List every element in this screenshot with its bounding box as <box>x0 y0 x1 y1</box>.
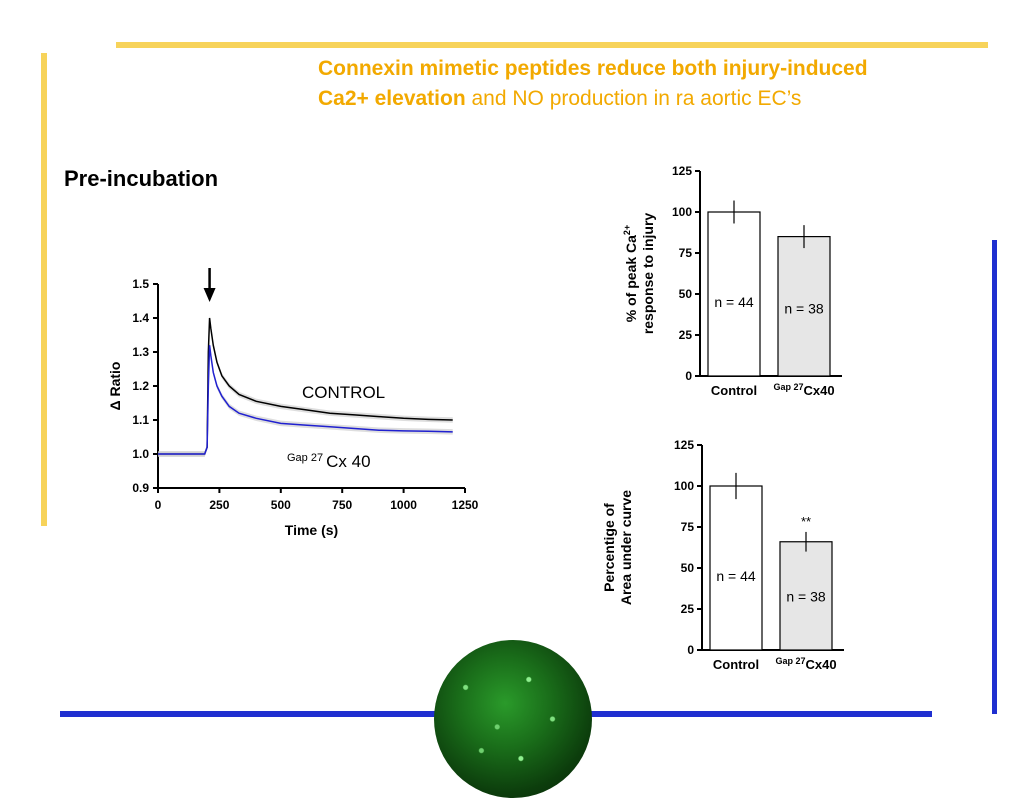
right-blue-bar <box>992 240 997 714</box>
bar-chart-2-x-label-0: Control <box>713 657 759 672</box>
bar-chart-2-y-label-1: Percentige of <box>601 503 617 592</box>
arrow-head <box>203 288 216 302</box>
bar-chart-2-x-label-sup: Gap 27 <box>775 656 805 666</box>
x-tick-label: 1250 <box>452 498 479 512</box>
bar-chart-2-y-tick-label: 75 <box>681 520 695 534</box>
bar-chart-1-x-label-0: Control <box>711 383 757 398</box>
x-tick-label: 250 <box>209 498 229 512</box>
subtitle: Pre-incubation <box>64 166 219 191</box>
series-band <box>158 342 453 457</box>
legend-gap27-sup: Gap 27 <box>287 452 326 464</box>
y-tick-label: 1.2 <box>132 379 149 393</box>
bar-chart-2-n-label-1: n = 38 <box>786 588 826 604</box>
x-tick-label: 0 <box>155 498 162 512</box>
bar-chart-1-y-tick-label: 125 <box>672 164 692 178</box>
bar-chart-1-y-tick-label: 25 <box>679 328 693 342</box>
bar-chart-2-x-label-1: Gap 27Cx40 <box>775 656 836 672</box>
left-yellow-bar <box>41 53 47 526</box>
slide-title: Connexin mimetic peptides reduce both in… <box>318 54 1008 114</box>
bar-chart-1-y-label-sup: 2+ <box>622 225 632 235</box>
legend-gap27: Gap 27 Cx 40 <box>287 452 371 471</box>
title-rest: and NO production in ra aortic EC’s <box>465 87 802 110</box>
bar-chart-2-x-label-main: Cx40 <box>805 657 836 672</box>
bar-chart-2-bar-1 <box>779 541 833 651</box>
bar-chart-2-y-tick-label: 0 <box>687 643 694 657</box>
y-tick-label: 1.4 <box>132 311 149 325</box>
y-tick-label: 1.3 <box>132 345 149 359</box>
y-tick-label: 1.5 <box>132 277 149 291</box>
series-line-1 <box>158 345 453 455</box>
bar-chart-2-y-tick-label: 100 <box>674 479 694 493</box>
bar-chart-2-y-tick-label: 25 <box>681 602 695 616</box>
bar-chart-1-n-label-1: n = 38 <box>784 300 824 316</box>
legend-control: CONTROL <box>302 383 385 402</box>
bar-chart-1-y-tick-label: 0 <box>685 369 692 383</box>
title-bold-ca: Ca2+ elevation <box>318 87 466 110</box>
bar-chart-1-y-label-2: response to injury <box>640 213 656 335</box>
y-tick-label: 0.9 <box>132 481 149 495</box>
bar-chart-1-x-label-main: Cx40 <box>803 383 834 398</box>
bar-chart-2-y-label-2: Area under curve <box>618 490 634 605</box>
bar-chart-1-bar-0 <box>707 211 761 377</box>
bar-chart-2-n-label-0: n = 44 <box>716 568 756 584</box>
bar-chart-1-bar-1 <box>777 236 831 377</box>
x-tick-label: 500 <box>271 498 291 512</box>
legend-gap27-main: Cx 40 <box>326 452 370 471</box>
line-chart: 0.91.01.11.21.31.41.50 250 500 750 1000 1250T… <box>107 164 844 672</box>
y-axis-label: Δ Ratio <box>107 362 123 411</box>
bar-chart-1-n-label-0: n = 44 <box>714 294 754 310</box>
bar-chart-2-significance: ** <box>801 514 811 529</box>
bar-chart-1-y-tick-label: 75 <box>679 246 693 260</box>
bar-chart-2-y-tick-label: 125 <box>674 438 694 452</box>
y-tick-label: 1.0 <box>132 447 149 461</box>
y-tick-label: 1.1 <box>132 413 149 427</box>
bar-chart-1-y-label-1: % of peak Ca2+ <box>622 225 639 322</box>
x-tick-label: 750 <box>332 498 352 512</box>
x-axis-label: Time (s) <box>285 522 338 538</box>
x-tick-label: 1000 <box>390 498 417 512</box>
bar-chart-2-y-tick-label: 50 <box>681 561 695 575</box>
top-yellow-line <box>116 42 988 48</box>
bar-chart-1-x-label-sup: Gap 27 <box>773 382 803 392</box>
title-bold-line1: Connexin mimetic peptides reduce both in… <box>318 57 868 80</box>
bar-chart-1-y-tick-label: 100 <box>672 205 692 219</box>
bar-chart-1-y-tick-label: 50 <box>679 287 693 301</box>
bar-chart-1-x-label-1: Gap 27Cx40 <box>773 382 834 398</box>
